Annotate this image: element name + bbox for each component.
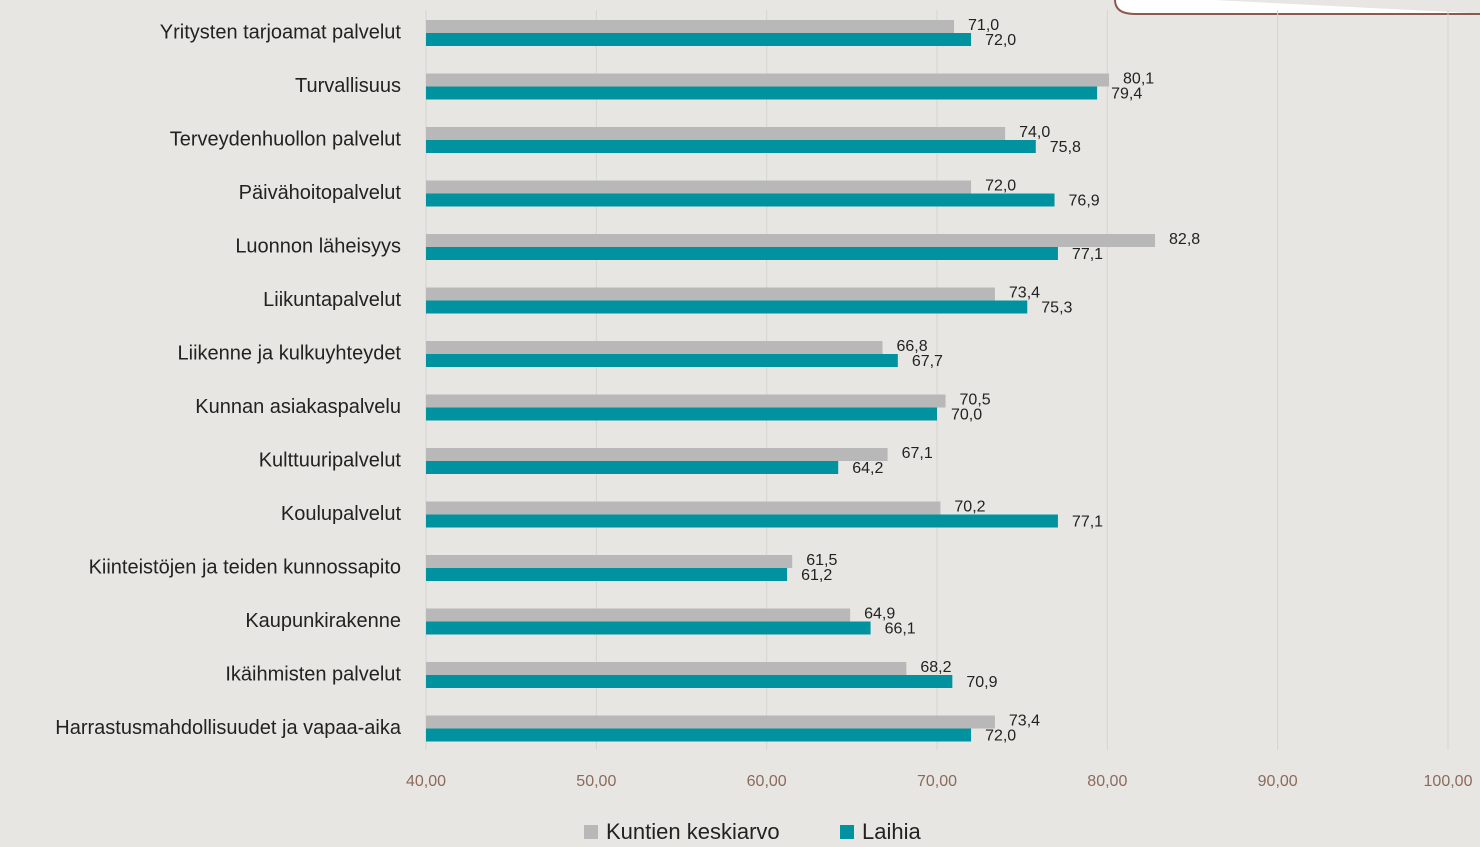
bar: [426, 140, 1036, 153]
legend-swatch: [584, 825, 598, 839]
value-label: 66,1: [885, 621, 916, 638]
category-label: Liikuntapalvelut: [263, 289, 401, 311]
value-label: 72,0: [985, 728, 1016, 745]
value-label: 82,8: [1169, 231, 1200, 248]
x-tick-label: 70,00: [917, 773, 957, 790]
value-label: 71,0: [968, 17, 999, 34]
value-label: 77,1: [1072, 514, 1103, 531]
value-label: 70,2: [954, 499, 985, 516]
bar: [426, 193, 1055, 207]
value-label: 73,4: [1009, 285, 1040, 302]
bar: [426, 675, 953, 688]
value-label: 73,4: [1009, 713, 1040, 730]
value-label: 70,5: [960, 392, 991, 409]
bar: [426, 247, 1058, 260]
value-label: 68,2: [920, 659, 951, 676]
bar: [426, 394, 946, 408]
value-label: 64,2: [852, 460, 883, 477]
category-label: Yritysten tarjoamat palvelut: [160, 21, 402, 43]
x-tick-label: 40,00: [406, 773, 446, 790]
value-label: 75,8: [1050, 139, 1081, 156]
value-label: 70,0: [951, 407, 982, 424]
legend-label: Kuntien keskiarvo: [606, 819, 780, 844]
bar: [426, 300, 1028, 314]
bar: [426, 514, 1058, 528]
value-label: 67,1: [902, 445, 933, 462]
category-label: Kunnan asiakaspalvelu: [195, 396, 401, 418]
bar: [426, 407, 937, 421]
x-tick-label: 80,00: [1087, 773, 1127, 790]
x-tick-label: 90,00: [1258, 773, 1298, 790]
bar: [426, 448, 888, 461]
value-label: 72,0: [985, 178, 1016, 195]
value-label: 67,7: [912, 353, 943, 370]
bar: [426, 568, 788, 581]
value-label: 79,4: [1111, 86, 1142, 103]
bar: [426, 354, 898, 367]
value-label: 64,9: [864, 606, 895, 623]
category-label: Kulttuuripalvelut: [259, 449, 402, 471]
category-label: Terveydenhuollon palvelut: [170, 128, 402, 150]
bar: [426, 662, 907, 675]
category-label: Harrastusmahdollisuudet ja vapaa-aika: [55, 717, 402, 739]
value-label: 80,1: [1123, 71, 1154, 88]
bar: [426, 608, 851, 622]
bar: [426, 287, 995, 301]
bar: [426, 555, 793, 568]
category-label: Luonnon läheisyys: [235, 235, 401, 257]
bar: [426, 341, 883, 354]
bar: [426, 20, 955, 33]
x-tick-label: 100,00: [1424, 773, 1473, 790]
value-label: 70,9: [966, 674, 997, 691]
value-label: 61,5: [806, 552, 837, 569]
bar: [426, 33, 972, 46]
bar: [426, 180, 972, 194]
value-label: 75,3: [1041, 300, 1072, 317]
bar: [426, 728, 972, 742]
bar: [426, 461, 839, 474]
legend-label: Laihia: [862, 819, 921, 844]
category-label: Ikäihmisten palvelut: [225, 663, 401, 685]
bar: [426, 234, 1156, 247]
bar: [426, 501, 941, 515]
bar: [426, 86, 1098, 100]
value-label: 76,9: [1069, 193, 1100, 210]
value-label: 66,8: [896, 338, 927, 355]
category-label: Päivähoitopalvelut: [239, 182, 402, 204]
x-tick-label: 60,00: [747, 773, 787, 790]
bar: [426, 73, 1110, 87]
category-label: Turvallisuus: [295, 75, 401, 97]
value-label: 61,2: [801, 567, 832, 584]
category-label: Kiinteistöjen ja teiden kunnossapito: [89, 556, 401, 578]
category-label: Kaupunkirakenne: [245, 610, 401, 632]
bar: [426, 127, 1006, 140]
value-label: 74,0: [1019, 124, 1050, 141]
category-label: Koulupalvelut: [281, 503, 402, 525]
value-label: 77,1: [1072, 246, 1103, 263]
value-label: 72,0: [985, 32, 1016, 49]
x-tick-label: 50,00: [576, 773, 616, 790]
bar: [426, 621, 871, 635]
bar: [426, 715, 995, 729]
category-label: Liikenne ja kulkuyhteydet: [178, 342, 402, 364]
callout-box: [1114, 0, 1480, 15]
legend-swatch: [840, 825, 854, 839]
